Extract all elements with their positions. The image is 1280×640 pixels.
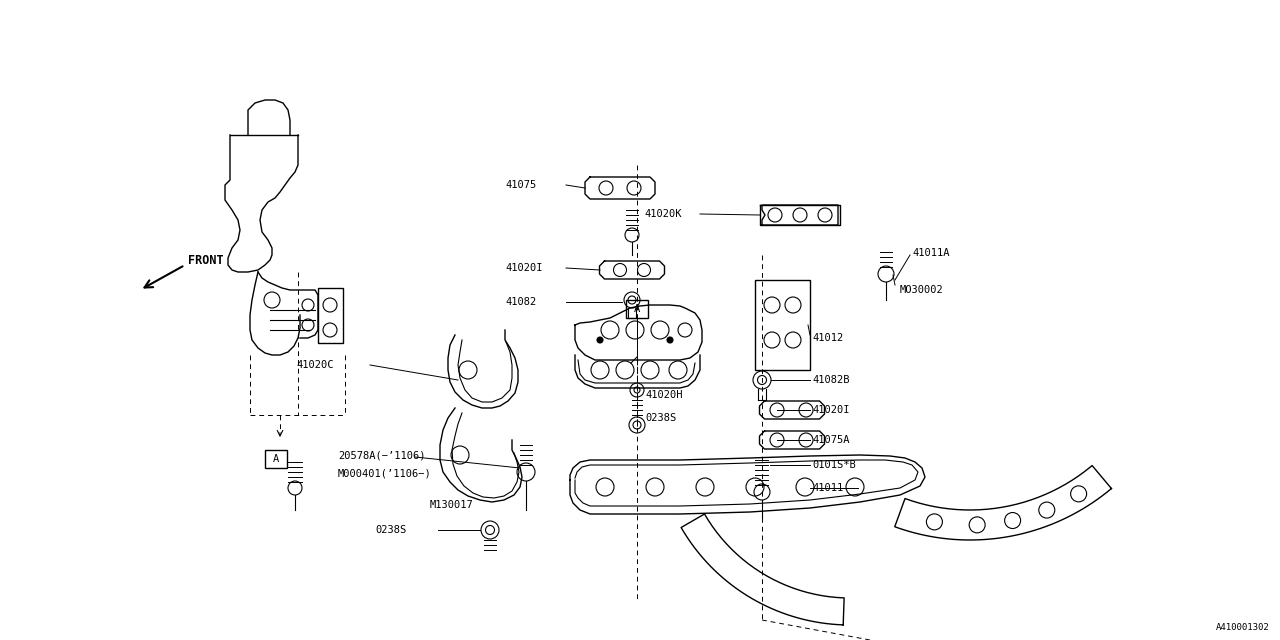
Text: 41011: 41011 bbox=[812, 483, 844, 493]
Text: 41075A: 41075A bbox=[812, 435, 850, 445]
Text: A: A bbox=[273, 454, 279, 464]
Text: M000401(’1106−): M000401(’1106−) bbox=[338, 468, 431, 478]
Text: 41082: 41082 bbox=[506, 297, 536, 307]
Text: 41012: 41012 bbox=[812, 333, 844, 343]
Text: 41020K: 41020K bbox=[644, 209, 681, 219]
Circle shape bbox=[667, 337, 673, 343]
Text: 41020H: 41020H bbox=[645, 390, 682, 400]
Text: 0101S*B: 0101S*B bbox=[812, 460, 856, 470]
Text: 0238S: 0238S bbox=[645, 413, 676, 423]
Circle shape bbox=[596, 337, 603, 343]
Text: 41011A: 41011A bbox=[913, 248, 950, 258]
Text: 41020I: 41020I bbox=[812, 405, 850, 415]
Bar bbox=[265, 450, 287, 468]
Text: FRONT: FRONT bbox=[188, 253, 224, 266]
Text: 41082B: 41082B bbox=[812, 375, 850, 385]
Bar bbox=[317, 288, 343, 343]
Bar bbox=[626, 300, 648, 318]
Bar bbox=[755, 280, 810, 370]
Text: 41020I: 41020I bbox=[506, 263, 543, 273]
Text: 41020C: 41020C bbox=[296, 360, 334, 370]
Text: 0238S: 0238S bbox=[375, 525, 406, 535]
Text: 41075: 41075 bbox=[506, 180, 536, 190]
Text: M130017: M130017 bbox=[430, 500, 474, 510]
Text: MO30002: MO30002 bbox=[900, 285, 943, 295]
Text: 20578A(−’1106): 20578A(−’1106) bbox=[338, 450, 425, 460]
Text: A410001302: A410001302 bbox=[1216, 623, 1270, 632]
Text: A: A bbox=[634, 304, 640, 314]
